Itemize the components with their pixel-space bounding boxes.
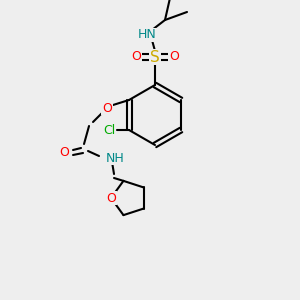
Text: O: O xyxy=(106,191,116,205)
Text: O: O xyxy=(131,50,141,64)
Text: HN: HN xyxy=(138,28,156,41)
Text: O: O xyxy=(102,101,112,115)
Text: O: O xyxy=(59,146,69,158)
Text: S: S xyxy=(150,50,160,64)
Text: NH: NH xyxy=(106,152,125,164)
Text: Cl: Cl xyxy=(103,124,115,136)
Text: O: O xyxy=(169,50,179,64)
